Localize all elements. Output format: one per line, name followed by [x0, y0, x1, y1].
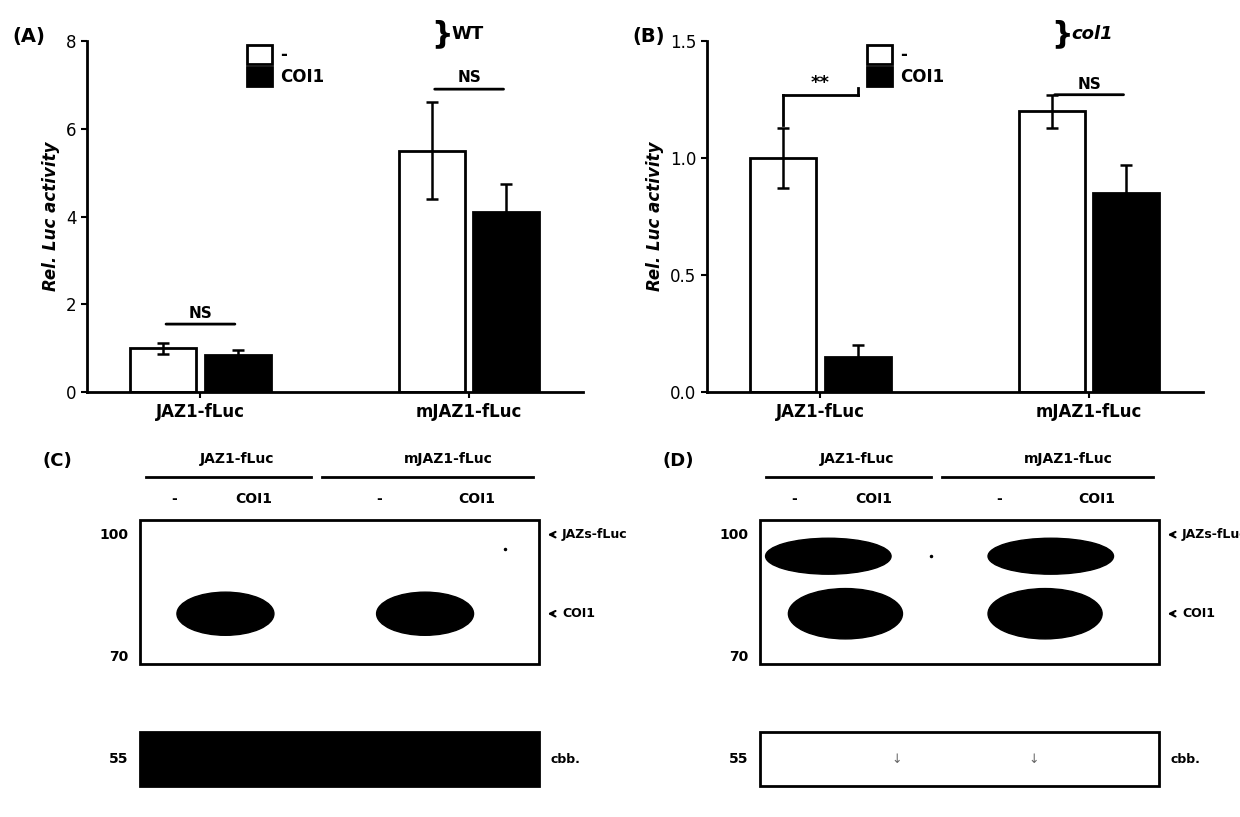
Ellipse shape [789, 588, 903, 639]
Bar [399, 150, 465, 392]
Ellipse shape [988, 538, 1114, 574]
Text: (A): (A) [12, 27, 46, 46]
Text: **: ** [811, 74, 830, 92]
Text: COI1: COI1 [236, 492, 273, 506]
FancyBboxPatch shape [140, 732, 539, 786]
Text: cbb.: cbb. [551, 752, 580, 766]
Text: -: - [997, 492, 1002, 506]
Ellipse shape [765, 538, 892, 574]
Text: COI1: COI1 [562, 607, 595, 620]
Bar [825, 357, 890, 392]
FancyBboxPatch shape [140, 520, 539, 664]
Text: -: - [377, 492, 382, 506]
Text: 100: 100 [99, 528, 129, 542]
Text: COI1: COI1 [458, 492, 495, 506]
FancyBboxPatch shape [760, 732, 1159, 786]
Text: COI1: COI1 [1182, 607, 1215, 620]
Text: 100: 100 [719, 528, 749, 542]
Text: NS: NS [188, 306, 212, 320]
Text: (B): (B) [632, 27, 665, 46]
Bar [474, 212, 539, 392]
Text: JAZs-fLuc: JAZs-fLuc [1182, 528, 1240, 541]
Bar [130, 348, 196, 392]
Y-axis label: Rel. Luc activity: Rel. Luc activity [646, 142, 665, 291]
Text: mJAZ1-fLuc: mJAZ1-fLuc [403, 452, 492, 466]
Text: col1: col1 [1071, 25, 1114, 42]
Ellipse shape [988, 588, 1102, 639]
Text: 70: 70 [109, 650, 129, 664]
Text: }: } [432, 20, 453, 48]
Text: ↓: ↓ [1028, 752, 1039, 766]
Text: }: } [1052, 20, 1073, 48]
Text: (D): (D) [663, 452, 694, 470]
Text: 55: 55 [109, 752, 129, 766]
FancyBboxPatch shape [760, 520, 1159, 664]
Text: cbb.: cbb. [1171, 752, 1200, 766]
Text: -: - [791, 492, 797, 506]
Bar [750, 158, 816, 392]
Text: JAZs-fLuc: JAZs-fLuc [562, 528, 627, 541]
Bar [1019, 111, 1085, 392]
Text: COI1: COI1 [1078, 492, 1115, 506]
Bar [205, 355, 270, 392]
Text: NS: NS [1078, 78, 1101, 92]
Text: -: - [171, 492, 177, 506]
Bar [1094, 193, 1159, 392]
Text: 70: 70 [729, 650, 749, 664]
Text: JAZ1-fLuc: JAZ1-fLuc [200, 452, 274, 466]
Text: mJAZ1-fLuc: mJAZ1-fLuc [1023, 452, 1112, 466]
Y-axis label: Rel. Luc activity: Rel. Luc activity [42, 142, 61, 291]
Legend: -, COI1: -, COI1 [864, 42, 949, 90]
Ellipse shape [377, 592, 474, 636]
Text: JAZ1-fLuc: JAZ1-fLuc [820, 452, 894, 466]
Text: 55: 55 [729, 752, 749, 766]
Legend: -, COI1: -, COI1 [244, 42, 329, 90]
Text: (C): (C) [43, 452, 73, 470]
Text: NS: NS [458, 69, 481, 85]
Text: ↓: ↓ [892, 752, 901, 766]
Text: WT: WT [451, 25, 484, 42]
Text: COI1: COI1 [856, 492, 893, 506]
Ellipse shape [177, 592, 274, 636]
